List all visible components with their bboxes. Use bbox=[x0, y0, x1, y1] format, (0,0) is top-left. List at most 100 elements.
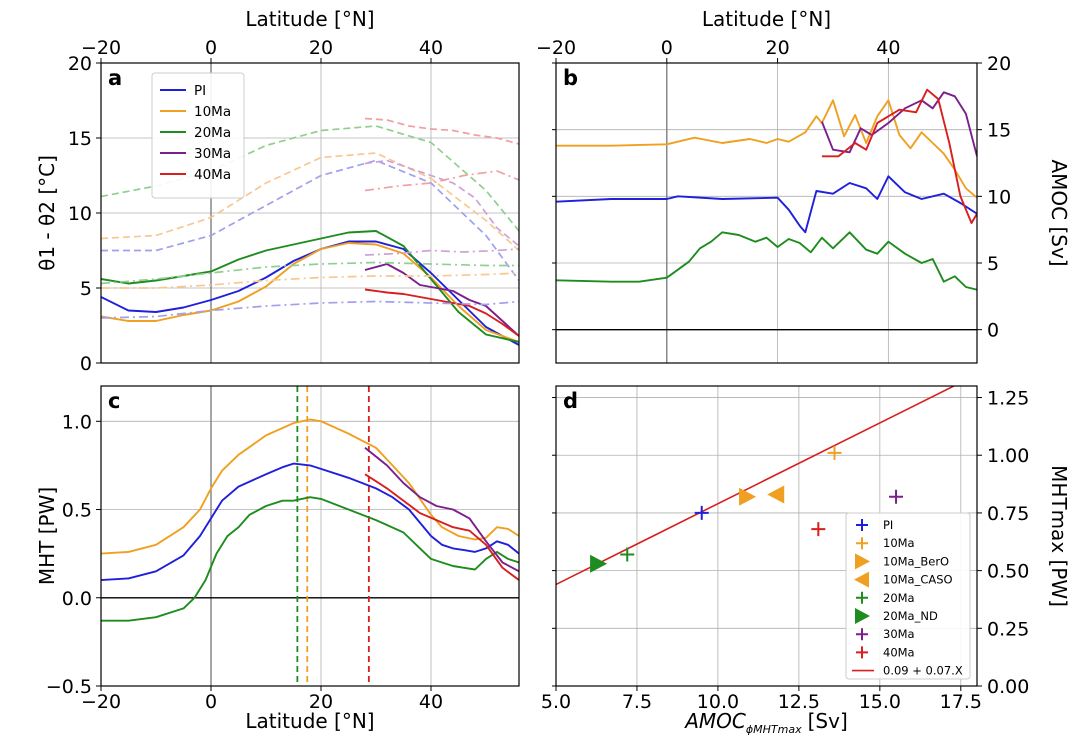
series-line-20Ma bbox=[556, 231, 977, 291]
legend-label-20Ma: 20Ma bbox=[194, 125, 231, 141]
legend-panel-d: PI 10Ma 10Ma_BerO 10Ma_CASO 20Ma 20Ma_ND 30Ma 4… bbox=[845, 512, 971, 680]
series-line-40Ma bbox=[821, 88, 977, 224]
legend-label-40Ma: 40Ma bbox=[194, 167, 231, 183]
series-line-ref-5 bbox=[101, 159, 519, 282]
y-tick-label: 1.0 bbox=[62, 411, 92, 433]
x-tick-label: 40 bbox=[419, 691, 443, 713]
panel-d: 5.0 7.5 10.0 12.5 15.0 17.50.00 0.25 0.50 0.75 1.… bbox=[541, 385, 1071, 736]
y-tick-label: 0.25 bbox=[987, 618, 1029, 640]
series-line-ref-8 bbox=[364, 159, 519, 247]
series-line-10Ma bbox=[101, 418, 519, 555]
x-axis-label-top: Latitude [°N] bbox=[245, 7, 374, 31]
point-30Ma bbox=[889, 489, 904, 504]
series-line-PI bbox=[101, 240, 519, 346]
point-10Ma_BerO bbox=[739, 487, 757, 506]
panel-c: −20 0 20 40 −0.5 0.0 0.5 1.0 c Latitude [°N] MHT [… bbox=[35, 385, 520, 733]
series-group bbox=[101, 418, 519, 622]
y-axis-label: MHTmax [PW] bbox=[1047, 465, 1071, 607]
series-line-20Ma bbox=[101, 496, 519, 622]
legend-panel-a: PI 10Ma 20Ma 30Ma 40Ma bbox=[151, 72, 245, 199]
x-tick-label-top: 20 bbox=[309, 37, 333, 59]
series-line-ref-6 bbox=[101, 152, 519, 252]
legend-marker-10Ma bbox=[856, 537, 868, 550]
legend-label-10Ma: 10Ma bbox=[194, 104, 231, 120]
y-tick-label: 5 bbox=[987, 253, 999, 275]
x-tick-label: 5.0 bbox=[541, 691, 571, 713]
series-line-ref-7 bbox=[101, 125, 519, 232]
axes-frame bbox=[100, 385, 520, 687]
x-tick-label: 7.5 bbox=[622, 691, 652, 713]
y-tick-label: 0 bbox=[987, 320, 999, 342]
legend-label-10Ma_CASO: 10Ma_CASO bbox=[883, 573, 953, 587]
series-group bbox=[556, 386, 956, 586]
y-tick-label: 0.0 bbox=[62, 588, 92, 610]
legend-marker-20Ma_ND bbox=[855, 608, 870, 624]
y-tick-label: 10 bbox=[68, 203, 92, 225]
x-axis-label-unit: [Sv] bbox=[808, 709, 848, 733]
series-line-ref-13 bbox=[364, 248, 519, 256]
x-tick-label-top: 0 bbox=[661, 37, 673, 59]
legend-label-fit: 0.09 + 0.07.X bbox=[883, 664, 963, 678]
x-axis-label-top: Latitude [°N] bbox=[702, 7, 831, 31]
y-tick-label: 1.25 bbox=[987, 388, 1029, 410]
panel-letter: c bbox=[108, 389, 120, 413]
x-tick-label: 17.5 bbox=[940, 691, 982, 713]
series-line-40Ma bbox=[364, 473, 519, 581]
series-line-20Ma bbox=[101, 230, 519, 343]
fit-line bbox=[556, 386, 956, 586]
x-tick-label: 10.0 bbox=[697, 691, 739, 713]
panel-b: −20 0 20 40 0 5 10 15 20 b Latitude [°N] AMOC [Sv] bbox=[536, 7, 1071, 364]
legend-label-30Ma: 30Ma bbox=[883, 627, 915, 641]
x-tick-label-top: −20 bbox=[81, 37, 121, 59]
x-axis-label-sub: ϕMHTmax bbox=[746, 723, 802, 736]
legend-marker-20Ma bbox=[856, 591, 868, 604]
point-40Ma bbox=[811, 522, 826, 537]
series-line-PI bbox=[101, 462, 519, 582]
x-tick-label: 15.0 bbox=[859, 691, 901, 713]
x-tick-label-top: 20 bbox=[765, 37, 789, 59]
panel-letter: d bbox=[563, 389, 578, 413]
series-line-ref-14 bbox=[364, 170, 519, 192]
series-line-40Ma bbox=[364, 288, 519, 337]
x-tick-label: 20 bbox=[309, 691, 333, 713]
series-line-30Ma bbox=[364, 263, 519, 337]
legend-marker-10Ma_BerO bbox=[855, 553, 870, 570]
legend-marker-30Ma bbox=[856, 628, 868, 641]
y-axis-label: AMOC [Sv] bbox=[1047, 159, 1071, 266]
series-line-30Ma bbox=[364, 447, 519, 573]
panel-letter: a bbox=[108, 66, 122, 90]
axes-frame bbox=[555, 62, 978, 364]
series-line-10Ma bbox=[556, 99, 977, 199]
axes-frame bbox=[555, 385, 978, 687]
y-tick-label: 20 bbox=[68, 53, 92, 75]
legend-label-40Ma: 40Ma bbox=[883, 645, 915, 659]
point-20Ma_ND bbox=[590, 554, 608, 573]
point-10Ma bbox=[827, 445, 842, 460]
legend-box bbox=[151, 72, 245, 199]
y-tick-label: 1.00 bbox=[987, 445, 1029, 467]
x-tick-label: 12.5 bbox=[778, 691, 820, 713]
series-line-ref-10 bbox=[101, 300, 519, 319]
x-axis-label-main: AMOC bbox=[683, 709, 746, 733]
x-tick-label-top: 40 bbox=[419, 37, 443, 59]
y-tick-label: 0.5 bbox=[62, 500, 92, 522]
series-line-ref-11 bbox=[101, 272, 519, 289]
series-line-ref-12 bbox=[101, 261, 519, 285]
legend-label-30Ma: 30Ma bbox=[194, 146, 231, 162]
series-group bbox=[101, 117, 519, 346]
legend-box bbox=[845, 512, 971, 680]
series-line-PI bbox=[556, 175, 977, 234]
panel-a: −20 0 20 40 0 5 10 15 20 a Latitude [°N] θ1 - θ2 [°… bbox=[35, 7, 520, 375]
legend-label-20Ma: 20Ma bbox=[883, 591, 915, 605]
panel-letter: b bbox=[563, 66, 578, 90]
series-line-30Ma bbox=[821, 91, 977, 157]
x-axis-label: AMOCϕMHTmax [Sv] bbox=[683, 709, 848, 736]
y-axis-label: MHT [PW] bbox=[35, 487, 59, 585]
legend-marker-PI bbox=[856, 519, 868, 531]
legend-label-10Ma_BerO: 10Ma_BerO bbox=[883, 554, 949, 568]
x-tick-label-top: −20 bbox=[536, 37, 576, 59]
x-tick-label: 0 bbox=[205, 691, 217, 713]
y-tick-label: 15 bbox=[68, 128, 92, 150]
series-group bbox=[556, 88, 977, 291]
